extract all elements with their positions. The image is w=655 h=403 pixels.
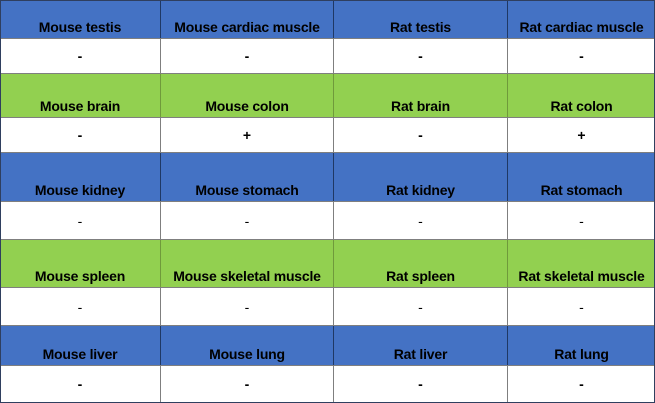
value-cell: - xyxy=(0,366,161,402)
header-cell: Rat colon xyxy=(550,98,613,114)
header-cell: Mouse stomach xyxy=(161,153,334,201)
header-cell: Mouse lung xyxy=(161,326,334,365)
value-row: - - - - xyxy=(0,287,655,326)
header-row: Mouse liver Mouse lung Rat liver Rat lun… xyxy=(0,326,655,365)
value-cell: - xyxy=(0,288,161,325)
value-cell: - xyxy=(579,298,584,315)
header-cell: Rat testis xyxy=(334,0,508,38)
value-cell: - xyxy=(334,288,508,325)
value-row: - - - - xyxy=(0,38,655,74)
header-cell: Mouse kidney xyxy=(0,153,161,201)
value-cell: - xyxy=(161,288,334,325)
value-cell: - xyxy=(0,118,161,152)
value-cell: - xyxy=(579,376,584,392)
header-cell: Mouse skeletal muscle xyxy=(161,240,334,287)
value-cell: - xyxy=(334,366,508,402)
value-cell: - xyxy=(334,39,508,73)
header-cell: Rat stomach xyxy=(540,182,623,198)
header-row: Mouse testis Mouse cardiac muscle Rat te… xyxy=(0,0,655,38)
header-cell: Mouse colon xyxy=(161,74,334,117)
value-cell: - xyxy=(334,202,508,239)
header-cell: Mouse testis xyxy=(0,0,161,38)
value-cell: + xyxy=(577,127,586,143)
value-cell: - xyxy=(579,212,584,229)
value-cell: - xyxy=(0,39,161,73)
header-cell: Rat skeletal muscle xyxy=(518,268,645,284)
header-row: Mouse spleen Mouse skeletal muscle Rat s… xyxy=(0,240,655,287)
header-cell: Rat brain xyxy=(334,74,508,117)
value-row: - - - - xyxy=(0,201,655,240)
header-cell: Mouse brain xyxy=(0,74,161,117)
header-cell: Rat liver xyxy=(334,326,508,365)
header-cell: Rat cardiac muscle xyxy=(519,19,644,35)
value-cell: - xyxy=(161,202,334,239)
value-cell: - xyxy=(334,118,508,152)
value-cell: - xyxy=(161,39,334,73)
header-cell: Rat kidney xyxy=(334,153,508,201)
header-cell: Rat lung xyxy=(554,346,609,362)
value-cell: - xyxy=(0,202,161,239)
header-row: Mouse kidney Mouse stomach Rat kidney Ra… xyxy=(0,153,655,201)
value-row: - - - - xyxy=(0,365,655,403)
header-cell: Rat spleen xyxy=(334,240,508,287)
value-cell: + xyxy=(161,118,334,152)
header-cell: Mouse spleen xyxy=(0,240,161,287)
header-cell: Mouse liver xyxy=(0,326,161,365)
value-cell: - xyxy=(579,48,584,64)
value-row: - + - + xyxy=(0,117,655,153)
header-row: Mouse brain Mouse colon Rat brain Rat co… xyxy=(0,74,655,117)
value-cell: - xyxy=(161,366,334,402)
header-cell: Mouse cardiac muscle xyxy=(161,0,334,38)
